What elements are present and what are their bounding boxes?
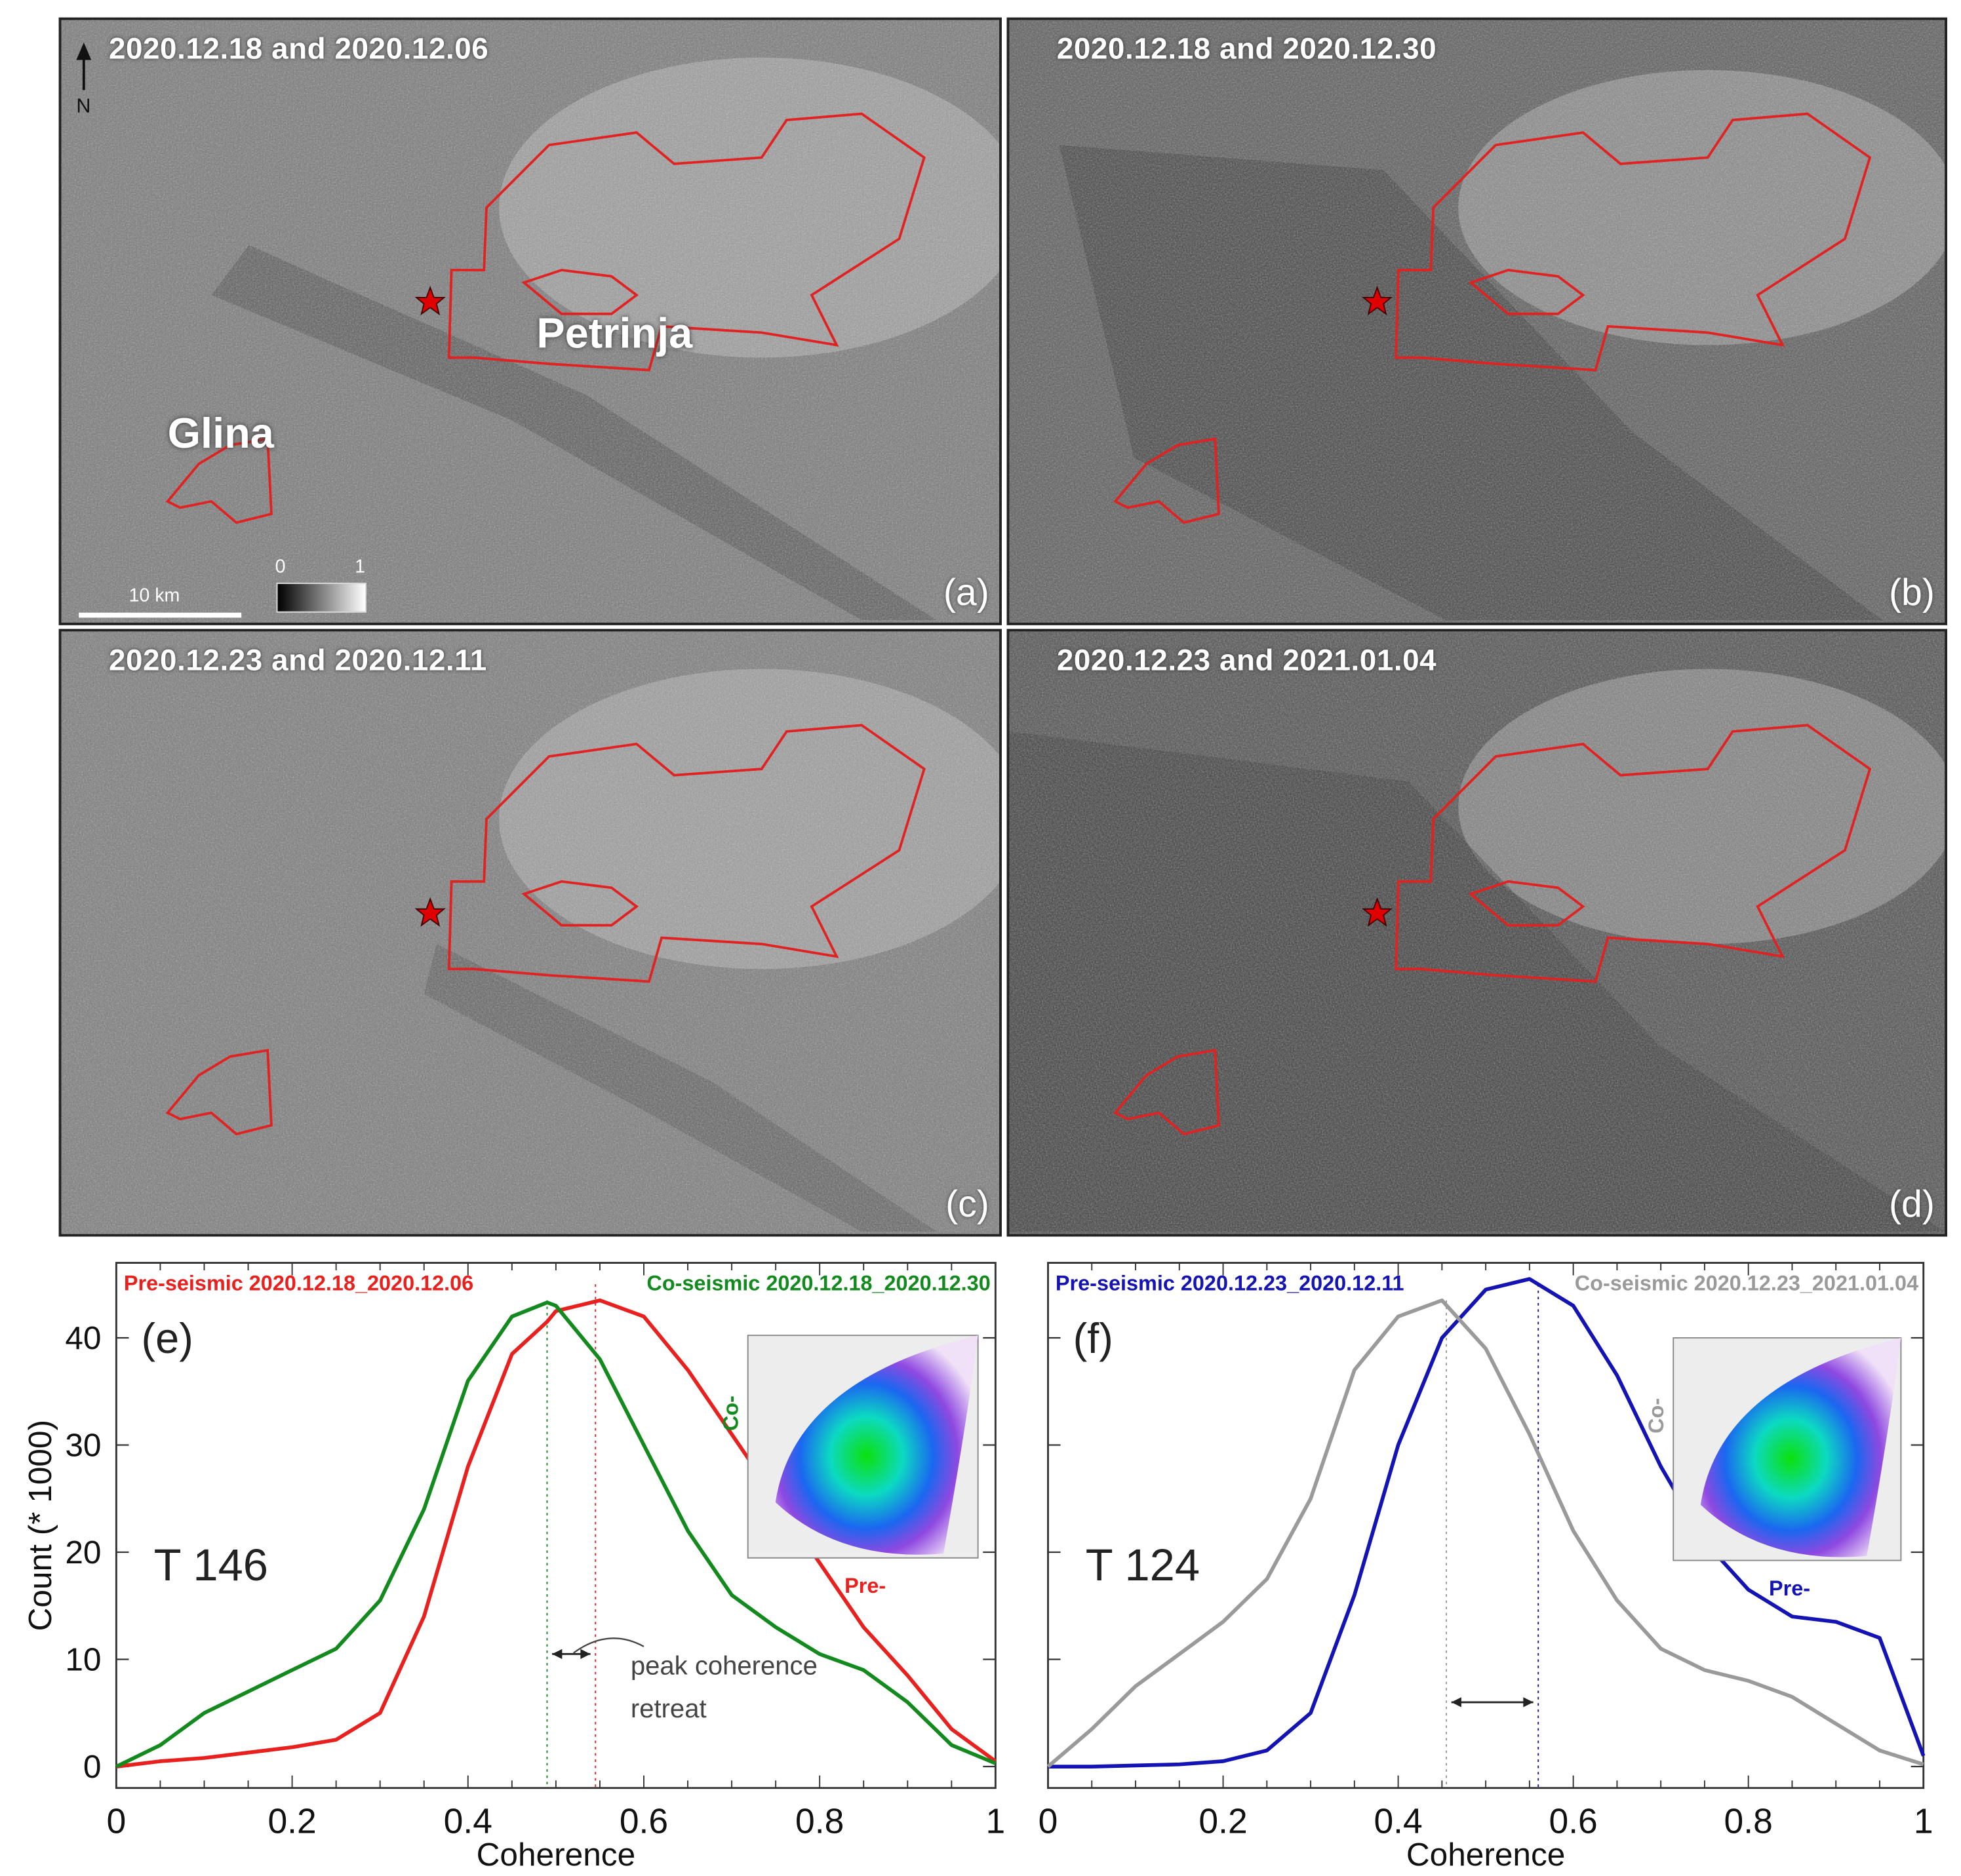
inset-y-label: Co- — [1644, 1398, 1668, 1434]
curved-arrow-icon — [573, 1637, 644, 1654]
x-tick-label: 0.6 — [620, 1802, 668, 1841]
y-tick-label: 0 — [83, 1748, 102, 1785]
histogram-chart-e: 0 0.2 0.4 0.6 0.8 1 0 10 20 30 40 Coherence Count (*… — [0, 1251, 1005, 1876]
series-line-pre — [1048, 1277, 1926, 1769]
settlement-outlines — [1113, 724, 1872, 1136]
colorbar-min: 0 — [275, 556, 286, 578]
panel-title: 2020.12.23 and 2020.12.11 — [108, 644, 487, 678]
coherence-map-image — [1009, 20, 1945, 623]
histogram-chart-f: 0 0.2 0.4 0.6 0.8 1 Coherence Pre-seismic 2020.… — [1000, 1251, 1961, 1876]
map-panel-d: 2020.12.23 and 2021.01.04 (d) — [1006, 629, 1947, 1237]
y-axis-label: Count (* 1000) — [22, 1420, 58, 1631]
x-axis-label: Coherence — [1406, 1836, 1566, 1873]
legend-pre: Pre-seismic 2020.12.23_2020.12.11 — [1056, 1272, 1404, 1295]
map-panel-a: N 2020.12.18 and 2020.12.06 Petrinja Gli… — [58, 17, 1002, 625]
track-label: T 146 — [154, 1540, 268, 1590]
north-arrow-icon: N — [76, 42, 92, 117]
y-tick-label: 20 — [65, 1534, 101, 1571]
x-tick-label: 0 — [107, 1802, 127, 1841]
map-panel-c: 2020.12.23 and 2020.12.11 (c) — [58, 629, 1002, 1237]
x-tick-label: 0.2 — [1198, 1802, 1247, 1841]
x-tick-label: 0.8 — [795, 1802, 844, 1841]
epicenter-star-icon — [1362, 286, 1393, 316]
x-tick-label: 0 — [1039, 1802, 1058, 1841]
x-tick-label: 1 — [986, 1802, 1006, 1841]
panel-letter: (a) — [943, 572, 989, 614]
panel-title: 2020.12.23 and 2021.01.04 — [1056, 644, 1437, 678]
series-line-co — [115, 1300, 997, 1769]
epicenter-star-icon — [414, 286, 446, 316]
inset-y-label: Co- — [719, 1396, 742, 1431]
panel-letter: (e) — [142, 1314, 193, 1362]
annotation-text: retreat — [631, 1694, 707, 1723]
coherence-map-image — [61, 631, 1000, 1234]
x-tick-label: 1 — [1914, 1802, 1933, 1841]
city-label-glina: Glina — [167, 410, 274, 458]
settlement-outlines — [165, 724, 926, 1136]
inset-x-label: Pre- — [1769, 1576, 1810, 1600]
map-panel-b: 2020.12.18 and 2020.12.30 (b) — [1006, 17, 1947, 625]
series-line-co — [1046, 1298, 1924, 1769]
x-tick-label: 0.2 — [267, 1802, 316, 1841]
panel-title: 2020.12.18 and 2020.12.30 — [1056, 32, 1437, 67]
track-label: T 124 — [1086, 1540, 1200, 1590]
series-line-pre — [116, 1298, 997, 1769]
chart-f-plot: 0 0.2 0.4 0.6 0.8 1 Coherence Pre-seismic 2020.… — [1039, 1262, 1933, 1873]
svg-text:N: N — [76, 95, 90, 117]
legend-co: Co-seismic 2020.12.23_2021.01.04 — [1575, 1272, 1918, 1295]
panel-letter: (c) — [945, 1184, 989, 1226]
epicenter-star-icon — [1362, 897, 1393, 927]
epicenter-star-icon — [414, 897, 446, 927]
y-tick-label: 10 — [65, 1641, 101, 1678]
settlement-outlines — [165, 112, 926, 524]
coherence-map-image — [1009, 631, 1945, 1234]
colorbar-max: 1 — [355, 556, 365, 578]
x-tick-label: 0.6 — [1549, 1802, 1598, 1841]
legend-co: Co-seismic 2020.12.18_2020.12.30 — [646, 1272, 990, 1295]
legend-pre: Pre-seismic 2020.12.18_2020.12.06 — [124, 1272, 473, 1295]
settlement-outlines — [1113, 112, 1872, 524]
x-tick-label: 0.4 — [1374, 1802, 1422, 1841]
x-axis-label: Coherence — [477, 1836, 636, 1873]
scale-bar-label: 10 km — [129, 585, 180, 607]
coherence-map-image — [61, 20, 1000, 623]
panel-letter: (f) — [1073, 1314, 1113, 1362]
colorbar: 0 1 — [275, 557, 366, 613]
inset-x-label: Pre- — [844, 1574, 886, 1597]
inset-scatter-plot: Pre- Co- — [719, 1335, 979, 1597]
city-label-petrinja: Petrinja — [536, 310, 693, 358]
panel-letter: (d) — [1888, 1184, 1935, 1226]
x-tick-label: 0.8 — [1724, 1802, 1773, 1841]
inset-scatter-plot: Pre- Co- — [1644, 1337, 1902, 1600]
y-tick-label: 40 — [65, 1319, 101, 1356]
annotation-text: peak coherence — [631, 1651, 818, 1680]
x-tick-label: 0.4 — [444, 1802, 492, 1841]
panel-title: 2020.12.18 and 2020.12.06 — [108, 32, 489, 67]
panel-letter: (b) — [1888, 572, 1935, 614]
y-tick-label: 30 — [65, 1427, 101, 1464]
